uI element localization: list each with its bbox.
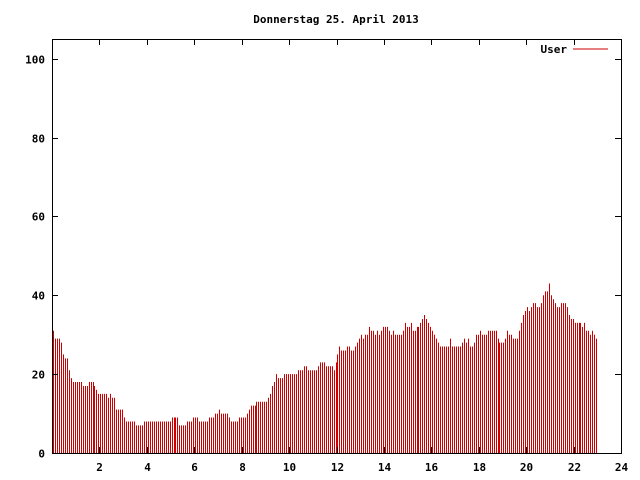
x-tick-label: 6 <box>191 461 198 474</box>
y-tick-label: 60 <box>32 211 45 224</box>
x-tick-label: 18 <box>473 461 486 474</box>
x-tick-label: 14 <box>378 461 392 474</box>
x-tick-label: 8 <box>239 461 246 474</box>
y-tick-label: 20 <box>32 369 45 382</box>
x-tick-label: 22 <box>568 461 581 474</box>
x-tick-label: 2 <box>96 461 103 474</box>
x-tick-label: 10 <box>283 461 296 474</box>
chart-title: Donnerstag 25. April 2013 <box>253 13 419 26</box>
x-tick-label: 16 <box>425 461 439 474</box>
y-tick-label: 80 <box>32 133 45 146</box>
bars-group <box>53 283 597 453</box>
y-tick-label: 100 <box>25 54 45 67</box>
legend: User <box>541 43 608 56</box>
x-tick-label: 20 <box>520 461 533 474</box>
x-tick-label: 4 <box>144 461 151 474</box>
y-tick-label: 40 <box>32 290 45 303</box>
y-tick-label: 0 <box>38 448 45 461</box>
x-tick-label: 24 <box>615 461 629 474</box>
x-tick-label: 12 <box>331 461 344 474</box>
legend-label-user: User <box>541 43 568 56</box>
